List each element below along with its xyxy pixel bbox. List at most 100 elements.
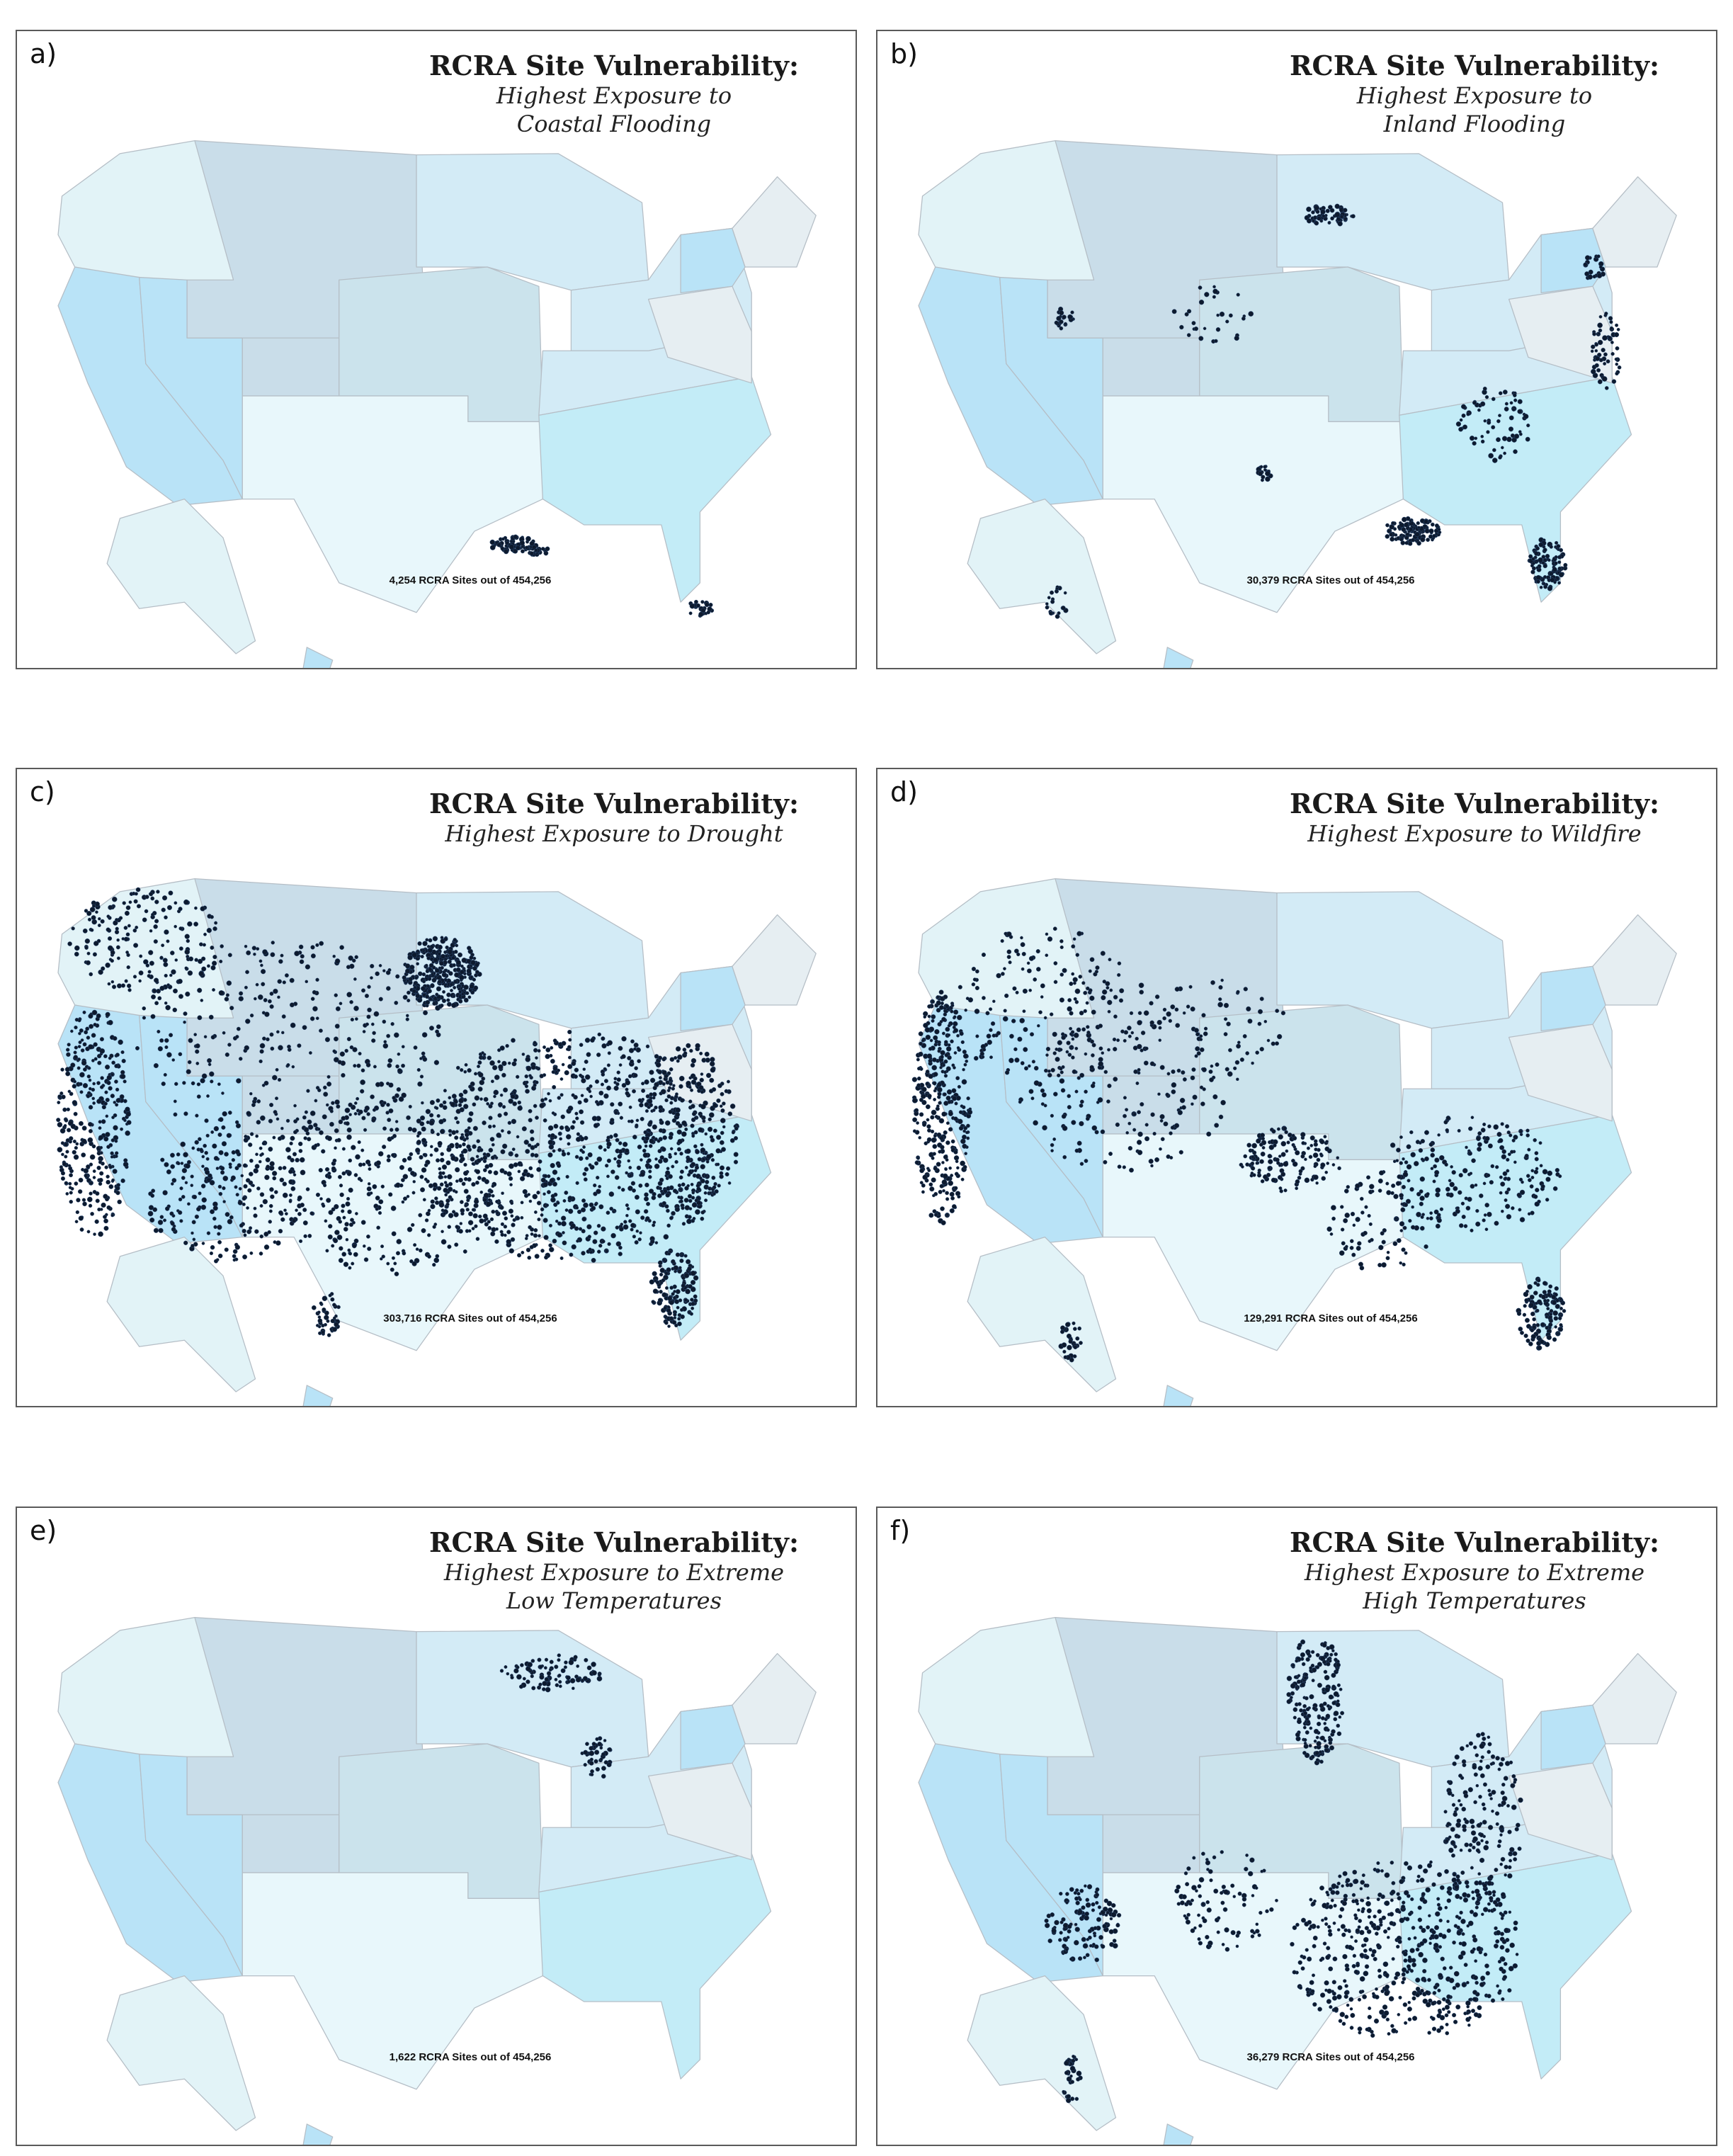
map-subtitle-line-1: Highest Exposure to (1356, 82, 1593, 109)
rcra-site-dot (1404, 522, 1409, 528)
rcra-site-dot (293, 1103, 297, 1108)
rcra-site-dot (142, 1016, 147, 1020)
rcra-site-dot (210, 1130, 215, 1134)
rcra-site-dot (445, 1202, 450, 1207)
rcra-site-dot (1455, 1208, 1460, 1214)
rcra-site-dot (556, 1201, 560, 1205)
rcra-site-dot (1339, 215, 1344, 219)
rcra-site-dot (348, 955, 353, 961)
rcra-site-dot (684, 1186, 689, 1191)
rcra-site-dot (79, 1082, 83, 1086)
rcra-site-dot (1462, 1168, 1468, 1174)
rcra-site-dot (402, 1174, 409, 1180)
rcra-site-dot (559, 1137, 563, 1141)
rcra-site-dot (537, 1049, 541, 1053)
rcra-site-dot (1488, 453, 1494, 459)
rcra-site-dot (700, 1072, 704, 1076)
rcra-site-dot (1546, 1307, 1550, 1311)
rcra-site-dot (210, 1035, 215, 1040)
rcra-site-dot (317, 1088, 322, 1093)
rcra-site-dot (1127, 1121, 1132, 1125)
rcra-site-dot (475, 1169, 481, 1174)
map-geography (918, 140, 1677, 668)
rcra-site-dot (315, 977, 319, 982)
rcra-site-dot (649, 1279, 654, 1285)
rcra-site-dot (1292, 1145, 1297, 1149)
rcra-site-dot (584, 1167, 589, 1172)
rcra-site-dot (1081, 981, 1086, 985)
rcra-site-dot (295, 1208, 298, 1213)
rcra-site-dot (255, 1152, 258, 1157)
rcra-site-dot (664, 1098, 669, 1103)
rcra-site-dot (1506, 1214, 1512, 1220)
rcra-site-dot (663, 1157, 669, 1163)
rcra-site-dot (92, 1101, 96, 1105)
rcra-site-dot (288, 1193, 292, 1197)
rcra-site-dot (411, 1191, 416, 1195)
rcra-site-dot (646, 1201, 651, 1206)
rcra-site-dot (500, 1149, 506, 1154)
rcra-site-dot (170, 1164, 176, 1169)
rcra-site-dot (1250, 1148, 1254, 1152)
rcra-site-dot (341, 1203, 346, 1208)
rcra-site-dot (918, 1051, 924, 1057)
rcra-site-dot (288, 1200, 292, 1203)
rcra-site-dot (1045, 602, 1049, 606)
rcra-site-dot (1069, 1011, 1074, 1016)
rcra-site-dot (678, 1266, 682, 1270)
rcra-site-dot (521, 549, 525, 554)
rcra-site-dot (74, 945, 80, 951)
rcra-site-dot (1067, 1105, 1072, 1110)
rcra-site-dot (524, 1084, 529, 1089)
rcra-site-dot (222, 1200, 226, 1203)
rcra-site-dot (938, 989, 944, 995)
rcra-site-dot (586, 1052, 591, 1057)
rcra-site-dot (941, 1220, 946, 1225)
rcra-site-dot (497, 1048, 501, 1053)
rcra-site-dot (446, 998, 450, 1002)
rcra-site-dot (627, 1159, 631, 1163)
rcra-site-dot (1220, 1099, 1226, 1106)
rcra-site-dot (1530, 564, 1534, 568)
rcra-site-dot (1457, 1128, 1461, 1133)
rcra-site-dot (690, 1270, 696, 1276)
rcra-site-dot (1193, 327, 1199, 331)
rcra-site-dot (262, 949, 268, 955)
rcra-site-dot (479, 1218, 484, 1224)
rcra-site-dot (161, 907, 166, 912)
rcra-site-dot (259, 1049, 264, 1054)
rcra-site-dot (164, 1002, 168, 1005)
rcra-site-dot (709, 1135, 714, 1140)
rcra-site-dot (373, 1065, 377, 1069)
rcra-site-dot (346, 1037, 351, 1042)
rcra-site-dot (584, 1135, 589, 1140)
rcra-site-dot (1079, 1120, 1084, 1127)
rcra-site-dot (688, 1207, 693, 1210)
rcra-site-dot (1510, 1150, 1514, 1154)
rcra-site-dot (472, 1213, 478, 1219)
rcra-site-dot (56, 1118, 61, 1123)
rcra-site-dot (431, 977, 437, 983)
rcra-site-dot (249, 1251, 254, 1255)
rcra-site-dot (932, 1152, 936, 1156)
rcra-site-dot (115, 1053, 120, 1057)
rcra-site-dot (517, 1169, 521, 1174)
rcra-site-dot (513, 534, 518, 540)
rcra-site-dot (552, 1084, 557, 1089)
rcra-site-dot (1477, 1142, 1482, 1147)
rcra-site-dot (438, 944, 443, 950)
rcra-site-dot (933, 1134, 937, 1138)
rcra-site-dot (733, 1159, 739, 1164)
rcra-site-dot (947, 1023, 951, 1028)
rcra-site-dot (302, 1220, 308, 1226)
rcra-site-dot (331, 1244, 335, 1248)
rcra-site-dot (967, 1109, 973, 1115)
rcra-site-dot (283, 1208, 287, 1213)
rcra-site-dot (347, 1248, 351, 1252)
rcra-site-dot (677, 1317, 681, 1321)
rcra-site-dot (693, 1298, 698, 1303)
rcra-site-dot (501, 1105, 506, 1109)
rcra-site-dot (1009, 1033, 1014, 1039)
rcra-site-dot (386, 986, 391, 991)
rcra-site-dot (1049, 1012, 1054, 1016)
